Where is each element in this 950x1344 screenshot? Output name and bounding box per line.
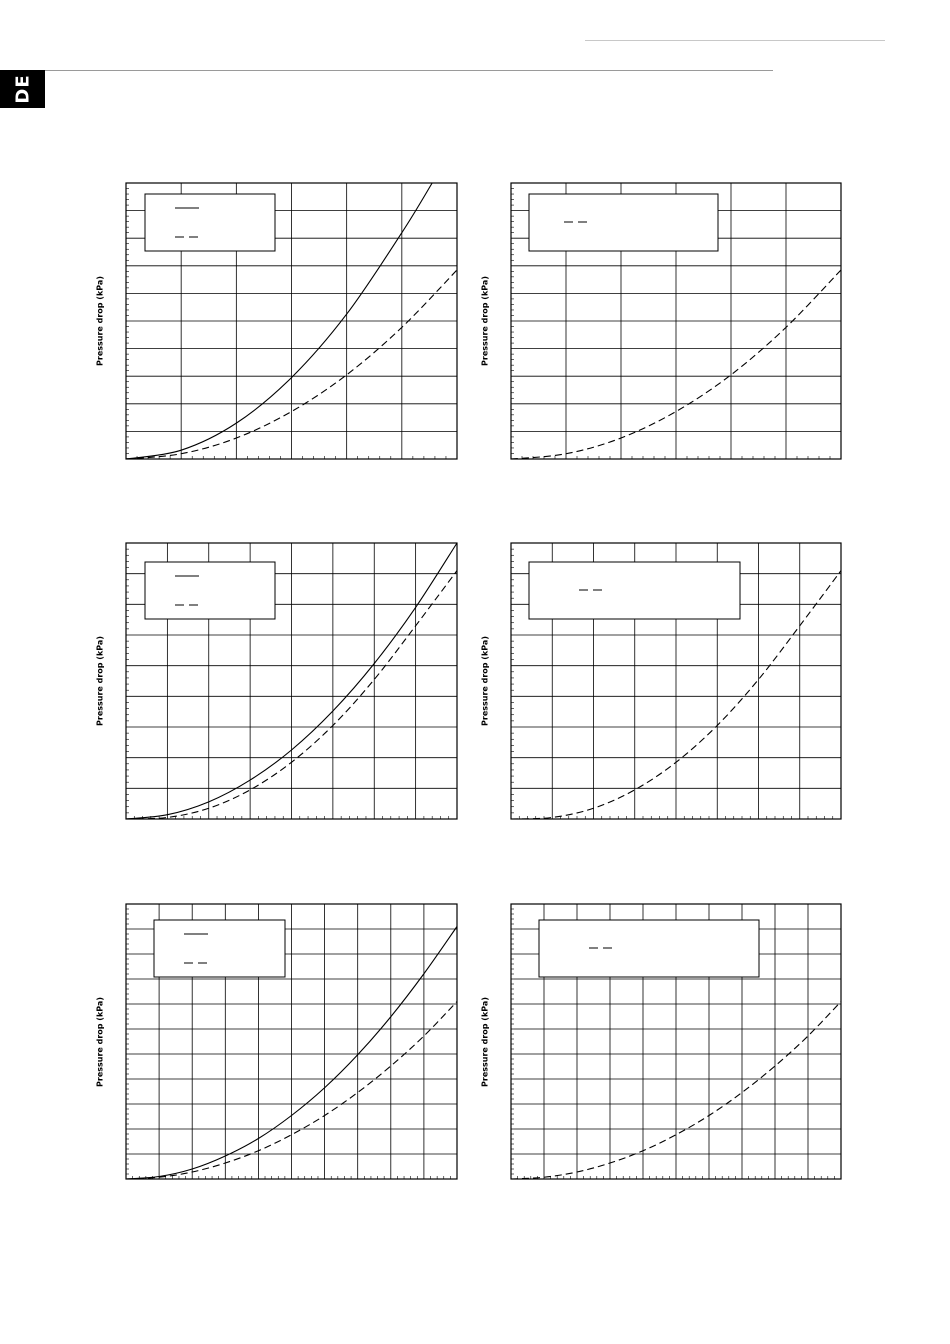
chart-plot bbox=[510, 903, 842, 1180]
plot-frame bbox=[510, 542, 842, 820]
series-line-dashed bbox=[510, 269, 842, 460]
language-tab: DE bbox=[0, 70, 45, 108]
series-line-dashed bbox=[125, 1001, 458, 1180]
plot-frame bbox=[125, 182, 458, 460]
legend-box bbox=[144, 561, 276, 620]
plot-frame bbox=[510, 182, 842, 460]
legend-box bbox=[538, 919, 760, 978]
y-axis-label: Pressure drop (kPa) bbox=[480, 636, 490, 726]
legend-box bbox=[153, 919, 286, 978]
y-axis-label: Pressure drop (kPa) bbox=[95, 636, 105, 726]
legend-box bbox=[528, 561, 741, 620]
series-line-dashed bbox=[510, 570, 842, 820]
language-tab-label: DE bbox=[12, 74, 33, 104]
plot-frame bbox=[510, 903, 842, 1180]
series-line-dashed bbox=[125, 570, 458, 820]
series-line-dashed bbox=[125, 269, 458, 460]
series-line-solid bbox=[125, 542, 458, 820]
header-rule-right bbox=[585, 40, 885, 41]
series-line-solid bbox=[125, 182, 433, 460]
y-axis-label: Pressure drop (kPa) bbox=[480, 996, 490, 1087]
legend-box bbox=[528, 193, 719, 252]
header-rule-main bbox=[45, 70, 773, 71]
y-axis-label: Pressure drop (kPa) bbox=[480, 276, 490, 366]
chart-plot bbox=[125, 542, 458, 820]
chart-plot bbox=[510, 542, 842, 820]
plot-frame bbox=[125, 903, 458, 1180]
plot-frame bbox=[125, 542, 458, 820]
chart-plot bbox=[510, 182, 842, 460]
legend-box bbox=[144, 193, 276, 252]
chart-plot bbox=[125, 182, 458, 460]
y-axis-label: Pressure drop (kPa) bbox=[95, 276, 105, 366]
series-line-dashed bbox=[510, 1001, 842, 1180]
series-line-solid bbox=[125, 926, 458, 1180]
y-axis-label: Pressure drop (kPa) bbox=[95, 996, 105, 1087]
chart-plot bbox=[125, 903, 458, 1180]
